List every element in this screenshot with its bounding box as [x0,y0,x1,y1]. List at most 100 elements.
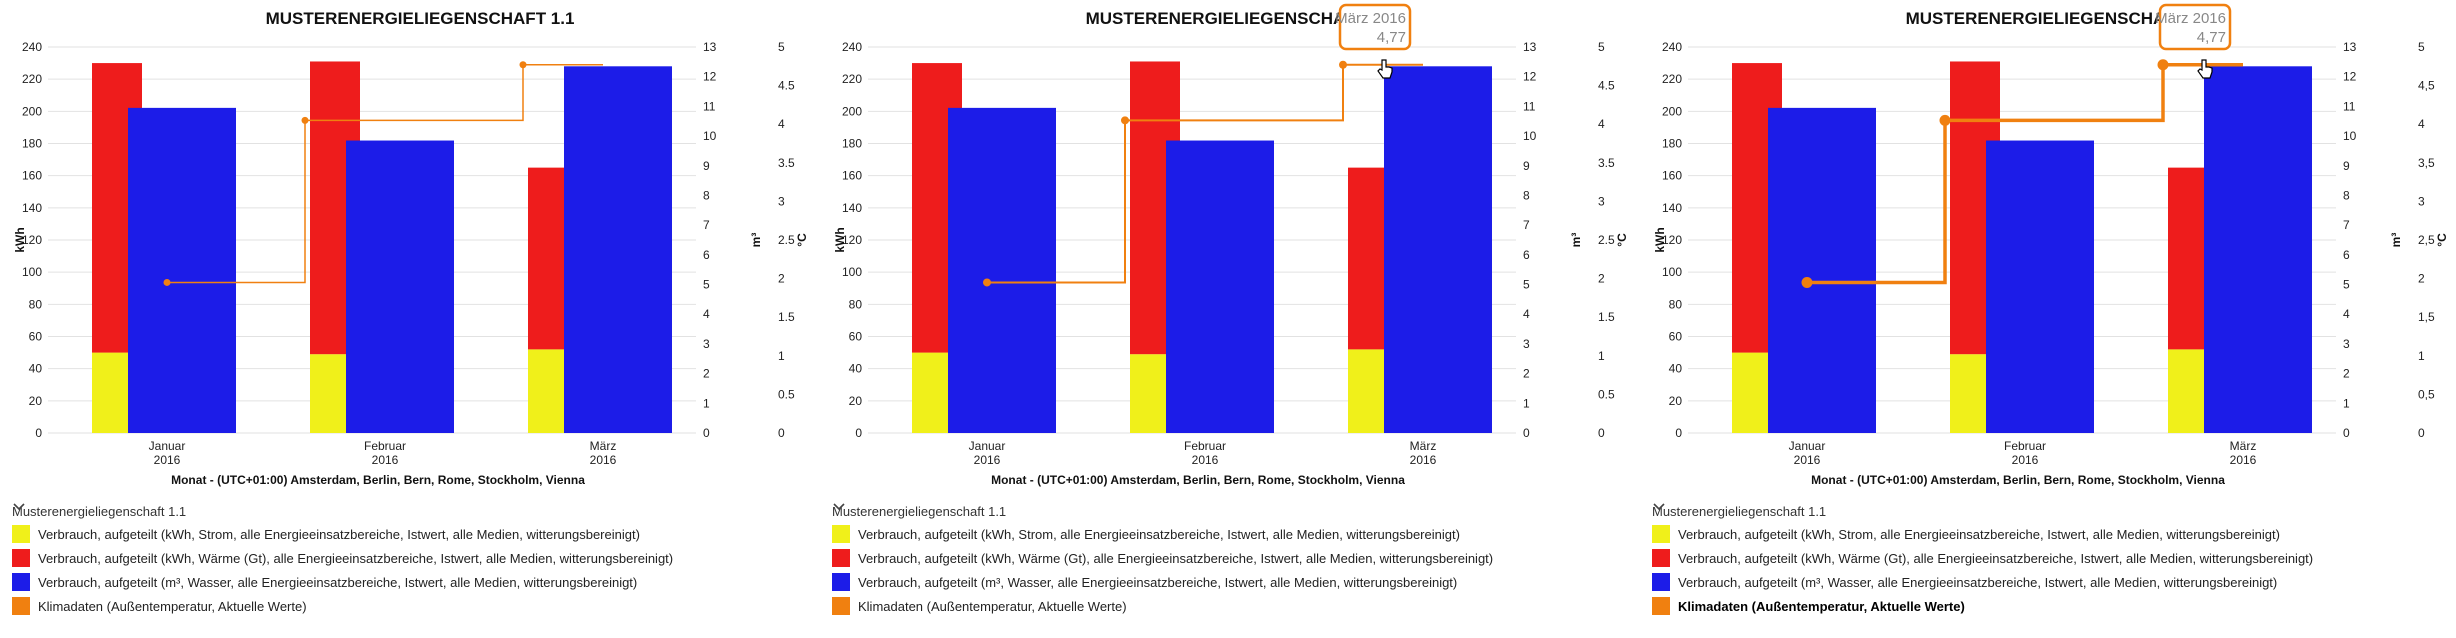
y2-tick-label: 8 [1523,188,1530,202]
bar-wasser [564,66,672,434]
temperature-point [163,278,171,286]
x-tick-label: Februar [364,439,406,453]
y-tick-label: 80 [1669,297,1683,311]
legend-group-label: Musterenergieliegenschaft 1.1 [832,503,1007,519]
x-tick-label: 2016 [2230,453,2257,467]
legend-item-label: Verbrauch, aufgeteilt (kWh, Wärme (Gt), … [38,550,674,566]
y2-tick-label: 1 [1523,396,1530,410]
y2-tick-label: 6 [1523,248,1530,262]
y3-tick-label: 1 [778,349,785,363]
tooltip-label: März 2016 [2155,10,2226,27]
y2-tick-label: 8 [2343,188,2350,202]
hand-cursor-shape [2197,59,2213,79]
bar-wasser [1384,66,1492,434]
legend: Musterenergieliegenschaft 1.1 Verbrauch,… [832,500,1632,618]
y2-tick-label: 9 [2343,159,2350,173]
chart-svg: MUSTERENERGIELIEGENSCHAFT 1.102040608010… [1653,3,2449,487]
hand-cursor-icon [1377,59,1393,79]
chart-panel: MUSTERENERGIELIEGENSCHAFT 1.1 0 20 40 60 80 10… [1640,0,2456,638]
y2-tick-label: 7 [703,218,710,232]
y-tick-label: 240 [1662,40,1682,54]
y2-tick-label: 0 [2343,426,2350,440]
y-tick-label: 100 [842,265,862,279]
legend-swatch [1652,525,1670,543]
y-tick-label: 180 [22,137,42,151]
y3-tick-label: 2.5 [778,233,795,247]
legend-item[interactable]: Verbrauch, aufgeteilt (kWh, Wärme (Gt), … [12,546,812,570]
y-tick-label: 0 [855,426,862,440]
temperature-point [1121,116,1129,125]
chart-panel: MUSTERENERGIELIEGENSCHAFT 1.1 0 20 40 60 80 10… [820,0,1640,638]
y-tick-label: 120 [842,233,862,247]
legend-item-label: Verbrauch, aufgeteilt (kWh, Wärme (Gt), … [858,550,1494,566]
x-tick-label: März [1410,439,1437,453]
legend-swatch [12,573,30,591]
chart-panel: MUSTERENERGIELIEGENSCHAFT 1.1 0 20 40 60 80 10… [0,0,820,638]
temperature-point [1939,114,1951,126]
legend-item[interactable]: Verbrauch, aufgeteilt (kWh, Strom, alle … [12,522,812,546]
y-tick-label: 40 [1669,362,1683,376]
legend-item-label: Klimadaten (Außentemperatur, Aktuelle We… [858,598,1127,614]
y2-tick-label: 12 [1523,70,1537,84]
legend-group-toggle[interactable]: Musterenergieliegenschaft 1.1 [12,500,812,522]
y-tick-label: 40 [849,362,863,376]
y3-tick-label: 2 [1598,272,1605,286]
y2-tick-label: 13 [1523,40,1537,54]
chevron-down-icon [13,503,25,511]
legend-item[interactable]: Verbrauch, aufgeteilt (m³, Wasser, alle … [832,570,1632,594]
legend-item[interactable]: Verbrauch, aufgeteilt (kWh, Wärme (Gt), … [832,546,1632,570]
legend-item[interactable]: Klimadaten (Außentemperatur, Aktuelle We… [1652,594,2452,618]
legend-swatch [12,549,30,567]
legend-item[interactable]: Klimadaten (Außentemperatur, Aktuelle We… [12,594,812,618]
y3-tick-label: 4 [1598,117,1605,131]
x-tick-label: März [590,439,617,453]
y3-tick-label: 3 [1598,194,1605,208]
legend-item[interactable]: Verbrauch, aufgeteilt (kWh, Strom, alle … [832,522,1632,546]
y3-tick-label: 3.5 [778,156,795,170]
legend-item[interactable]: Verbrauch, aufgeteilt (kWh, Wärme (Gt), … [1652,546,2452,570]
y3-tick-label: 0,5 [2418,387,2435,401]
y2-tick-label: 12 [703,70,717,84]
y-tick-label: 100 [22,265,42,279]
temperature-point [1801,276,1813,288]
legend-item-label: Verbrauch, aufgeteilt (m³, Wasser, alle … [1678,574,2278,590]
legend-item[interactable]: Verbrauch, aufgeteilt (m³, Wasser, alle … [12,570,812,594]
y-tick-label: 120 [22,233,42,247]
legend-group-toggle[interactable]: Musterenergieliegenschaft 1.1 [832,500,1632,522]
y-tick-label: 60 [849,330,863,344]
x-tick-label: Januar [1789,439,1826,453]
x-tick-label: Januar [969,439,1006,453]
x-axis-title: Monat - (UTC+01:00) Amsterdam, Berlin, B… [171,473,585,487]
y2-tick-label: 13 [2343,40,2357,54]
legend-swatch [12,525,30,543]
y2-tick-label: 7 [1523,218,1530,232]
legend-item[interactable]: Verbrauch, aufgeteilt (m³, Wasser, alle … [1652,570,2452,594]
chart-svg: MUSTERENERGIELIEGENSCHAFT 1.102040608010… [833,3,1629,487]
y-tick-label: 140 [22,201,42,215]
y2-tick-label: 12 [2343,70,2357,84]
bar-wasser [2204,66,2312,434]
y2-tick-label: 5 [1523,278,1530,292]
y3-axis-title: °C [2435,233,2449,247]
legend-swatch [1652,549,1670,567]
legend-item[interactable]: Klimadaten (Außentemperatur, Aktuelle We… [832,594,1632,618]
y2-tick-label: 5 [703,278,710,292]
legend-item[interactable]: Verbrauch, aufgeteilt (kWh, Strom, alle … [1652,522,2452,546]
legend-item-label: Klimadaten (Außentemperatur, Aktuelle We… [1678,598,1965,614]
legend-item-label: Verbrauch, aufgeteilt (kWh, Strom, alle … [38,526,640,542]
x-tick-label: 2016 [1410,453,1437,467]
legend-item-label: Klimadaten (Außentemperatur, Aktuelle We… [38,598,307,614]
y-tick-label: 80 [849,297,863,311]
legend-group-toggle[interactable]: Musterenergieliegenschaft 1.1 [1652,500,2452,522]
bar-wasser [346,140,454,433]
temperature-point [301,116,309,124]
hand-cursor-shape [1377,59,1393,79]
legend-group-label: Musterenergieliegenschaft 1.1 [12,503,187,519]
y3-tick-label: 4 [2418,117,2425,131]
legend-swatch [832,549,850,567]
x-tick-label: Februar [2004,439,2046,453]
x-tick-label: 2016 [590,453,617,467]
temperature-point [2157,59,2169,71]
y-tick-label: 20 [29,394,43,408]
y2-tick-label: 1 [703,396,710,410]
